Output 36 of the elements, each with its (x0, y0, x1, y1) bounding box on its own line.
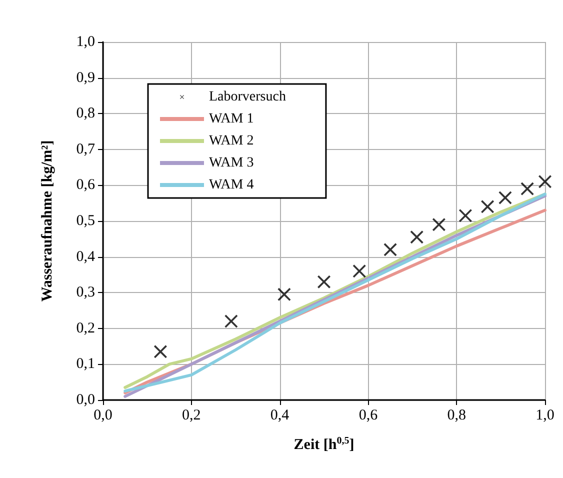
y-tick-label: 1,0 (76, 34, 95, 50)
point (410, 230, 424, 244)
point (538, 175, 552, 188)
y-tick-label: 0,1 (76, 356, 95, 372)
x-tick-label: 0,2 (182, 408, 201, 424)
y-tick-label: 0,0 (76, 392, 95, 408)
point (352, 264, 366, 278)
y-axis-title: Wasseraufnahme [kg/m²] (40, 140, 56, 302)
point (278, 288, 291, 301)
legend-label: WAM 1 (209, 112, 254, 126)
legend-label: Laborversuch (209, 90, 286, 104)
point (498, 191, 512, 204)
point (458, 209, 472, 222)
x-tick-label: 0,0 (94, 408, 112, 424)
x-tick-label: 1,0 (536, 408, 554, 424)
point (318, 275, 330, 288)
y-tick-label: 0,2 (76, 320, 95, 336)
legend-label: WAM 3 (209, 156, 254, 170)
x-tick-label: 0,4 (270, 408, 290, 424)
x-tick-label: 0,6 (358, 408, 378, 424)
y-tick-label: 0,5 (76, 213, 95, 229)
legend-label: WAM 2 (209, 134, 254, 148)
x-tick-label: 0,8 (447, 408, 466, 424)
point (384, 243, 397, 256)
legend-label: WAM 4 (209, 178, 254, 192)
point (481, 200, 494, 214)
y-tick-label: 0,4 (76, 248, 96, 265)
point (224, 314, 238, 328)
point (432, 218, 446, 232)
y-tick-label: 0,3 (76, 284, 95, 301)
y-tick-label: 0,7 (76, 141, 96, 158)
point (154, 345, 167, 358)
y-tick-label: 0,6 (76, 177, 96, 194)
y-tick-label: 0,8 (76, 106, 95, 122)
y-tick-label: 0,9 (76, 70, 95, 86)
point (520, 182, 534, 196)
